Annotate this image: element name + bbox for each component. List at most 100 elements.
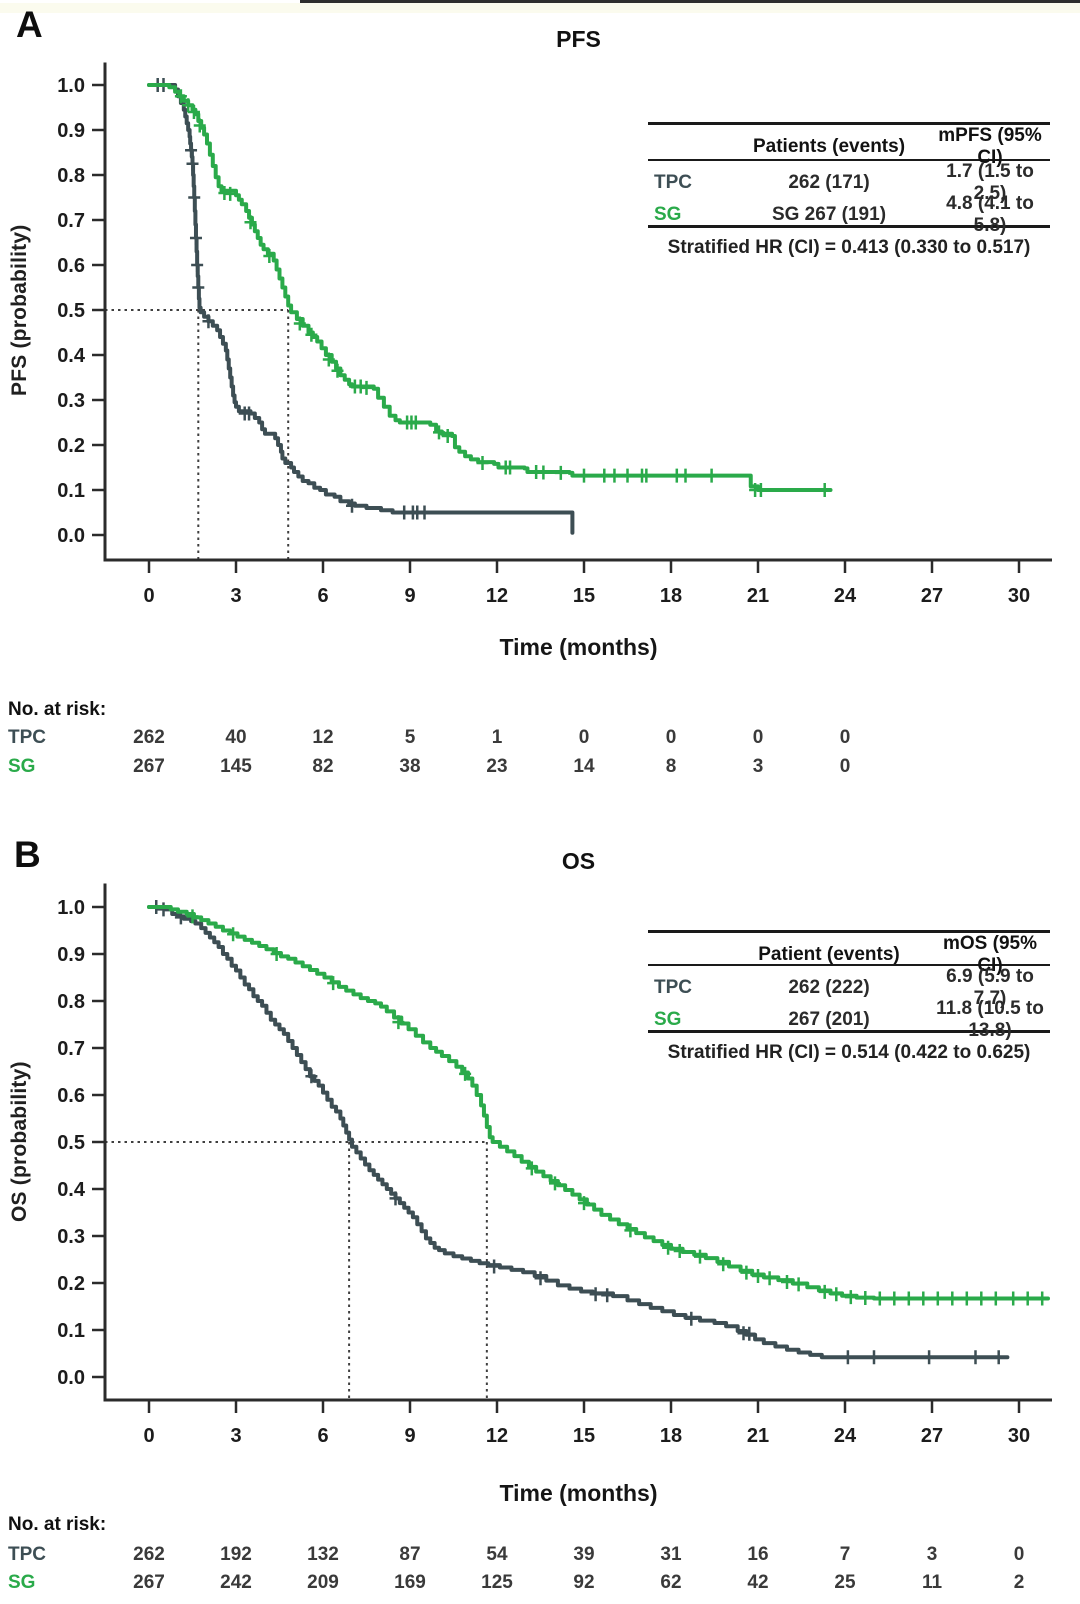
x-tick-label: 24 xyxy=(834,1425,857,1447)
table-row: TPC 262 (222) 6.9 (5.9 to 7.7) xyxy=(648,966,1050,1009)
risk-value: 0 xyxy=(752,727,764,748)
risk-value: 23 xyxy=(486,756,508,777)
risk-value: 267 xyxy=(133,756,165,777)
tpc-censor-marks xyxy=(151,78,431,520)
tpc-risk-row-label: TPC xyxy=(8,1544,46,1565)
risk-value: 31 xyxy=(660,1544,682,1565)
sg-patient-events: 267 (201) xyxy=(788,1009,870,1030)
y-tick-label: 0.6 xyxy=(57,255,85,277)
sg-mpfs-value: 4.8 (4.1 to 5.8) xyxy=(946,193,1034,236)
risk-value: 54 xyxy=(486,1544,508,1565)
sg-row-label: SG xyxy=(654,204,682,225)
risk-value: 25 xyxy=(834,1572,856,1593)
risk-value: 82 xyxy=(312,756,334,777)
risk-value: 1 xyxy=(491,727,503,748)
axis-lines xyxy=(103,62,1052,562)
y-tick-label: 0.2 xyxy=(57,1273,85,1295)
sg-row-label: SG xyxy=(654,1009,682,1030)
y-tick-label: 0.8 xyxy=(57,165,85,187)
x-tick-label: 21 xyxy=(747,585,769,607)
tpc-curve xyxy=(147,905,1010,1360)
os-risk-row-sg: SG 267 242 209 169 125 92 62 42 25 11 2 xyxy=(0,1572,1080,1596)
y-tick-label: 0.7 xyxy=(57,210,85,232)
x-tick-label: 12 xyxy=(486,1425,508,1447)
sg-mos-value: 11.8 (10.5 to 13.8) xyxy=(936,998,1044,1041)
y-tick-label: 0.9 xyxy=(57,944,85,966)
sg-risk-row-label: SG xyxy=(8,1572,36,1593)
os-summary-table: Patient (events) mOS (95% CI) TPC 262 (2… xyxy=(648,930,1050,1064)
risk-value: 0 xyxy=(578,727,590,748)
pfs-title: PFS xyxy=(556,26,601,52)
os-x-axis-label: Time (months) xyxy=(499,1480,658,1506)
tpc-patient-events: 262 (222) xyxy=(788,977,870,998)
risk-value: 242 xyxy=(220,1572,252,1593)
table-row: TPC 262 (171) 1.7 (1.5 to 2.5) xyxy=(648,161,1050,204)
x-tick-label: 15 xyxy=(573,585,595,607)
risk-value: 39 xyxy=(573,1544,595,1565)
y-tick-label: 1.0 xyxy=(57,75,85,97)
risk-value: 8 xyxy=(665,756,677,777)
pfs-risk-row-sg: SG 267 145 82 38 23 14 8 3 0 xyxy=(0,756,1080,780)
panel-b-letter: B xyxy=(14,834,41,875)
risk-value: 132 xyxy=(307,1544,339,1565)
y-tick-label: 1.0 xyxy=(57,897,85,919)
x-tick-label: 15 xyxy=(573,1425,595,1447)
table-row: SG SG 267 (191) 4.8 (4.1 to 5.8) xyxy=(648,193,1050,236)
risk-value: 3 xyxy=(752,756,764,777)
page-top-rule xyxy=(300,0,1080,3)
risk-value: 0 xyxy=(839,727,851,748)
pfs-x-axis-label: Time (months) xyxy=(499,634,658,660)
risk-value: 5 xyxy=(404,727,416,748)
x-tick-label: 0 xyxy=(143,1425,154,1447)
panel-a-letter: A xyxy=(16,4,43,45)
y-tick-label: 0.5 xyxy=(57,1132,85,1154)
sg-censor-marks xyxy=(174,89,831,497)
risk-value: 12 xyxy=(312,727,334,748)
table-row: SG 267 (201) 11.8 (10.5 to 13.8) xyxy=(648,998,1050,1041)
os-risk-row-tpc: TPC 262 192 132 87 54 39 31 16 7 3 0 xyxy=(0,1544,1080,1568)
risk-value: 14 xyxy=(573,756,595,777)
sg-censor-marks xyxy=(186,909,1049,1306)
y-tick-label: 0.5 xyxy=(57,300,85,322)
x-tick-label: 30 xyxy=(1008,1425,1030,1447)
x-tick-label: 3 xyxy=(230,585,241,607)
y-tick-label: 0.0 xyxy=(57,525,85,547)
mos-header: mOS (95% CI) xyxy=(943,933,1037,976)
risk-value: 62 xyxy=(660,1572,682,1593)
risk-value: 42 xyxy=(747,1572,769,1593)
x-tick-label: 18 xyxy=(660,585,682,607)
os-stratified-hr: Stratified HR (CI) = 0.514 (0.422 to 0.6… xyxy=(667,1042,1031,1063)
tpc-row-label: TPC xyxy=(654,977,692,998)
sg-risk-row-label: SG xyxy=(8,756,36,777)
risk-value: 2 xyxy=(1013,1572,1025,1593)
x-tick-label: 27 xyxy=(921,1425,943,1447)
y-tick-label: 0.0 xyxy=(57,1367,85,1389)
risk-value: 209 xyxy=(307,1572,339,1593)
x-tick-label: 27 xyxy=(921,585,943,607)
y-tick-label: 0.4 xyxy=(57,345,86,367)
os-title: OS xyxy=(561,848,596,874)
risk-value: 87 xyxy=(399,1544,421,1565)
risk-value: 262 xyxy=(133,1544,165,1565)
os-summary-header-row: Patient (events) mOS (95% CI) xyxy=(648,933,1050,976)
y-tick-label: 0.1 xyxy=(57,1320,85,1342)
sg-curve xyxy=(147,905,1050,1301)
risk-value: 169 xyxy=(394,1572,426,1593)
x-tick-label: 24 xyxy=(834,585,857,607)
x-tick-label: 6 xyxy=(317,1425,328,1447)
os-risk-label: No. at risk: xyxy=(8,1514,107,1535)
risk-value: 0 xyxy=(839,756,851,777)
risk-value: 92 xyxy=(573,1572,595,1593)
risk-value: 192 xyxy=(220,1544,252,1565)
risk-value: 16 xyxy=(747,1544,769,1565)
mpfs-header: mPFS (95% CI) xyxy=(938,125,1042,168)
y-tick-label: 0.3 xyxy=(57,1226,85,1248)
risk-value: 38 xyxy=(399,756,421,777)
y-tick-label: 0.8 xyxy=(57,991,85,1013)
x-tick-label: 9 xyxy=(404,1425,415,1447)
pfs-risk-label: No. at risk: xyxy=(8,699,107,720)
os-km-plot: 1.0 0.9 0.8 0.7 0.6 0.5 0.4 0.3 0.2 0.1 0.0 0 3 6 9 12 1… xyxy=(57,883,1052,1447)
y-tick-label: 0.2 xyxy=(57,435,85,457)
risk-value: 7 xyxy=(839,1544,851,1565)
